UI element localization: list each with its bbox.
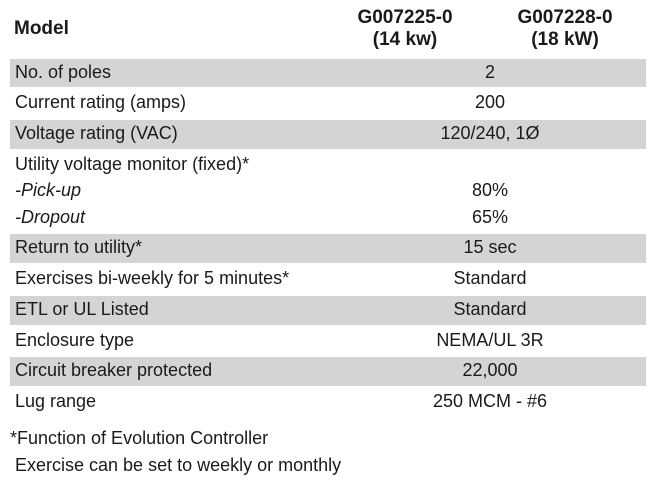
table-row-voltage: Voltage rating (VAC) 120/240, 1Ø: [10, 120, 646, 149]
row-value: 22,000: [462, 360, 518, 380]
model-rating: (14 kw): [372, 29, 438, 50]
table-header: Model G007225-0 (14 kw) G007228-0 (18 kW…: [0, 0, 654, 57]
table-row-dropout: -Dropout 65%: [10, 204, 646, 232]
row-label: Voltage rating (VAC): [15, 123, 178, 143]
model-column-18kw: G007228-0 (18 kW): [495, 7, 635, 51]
row-value: NEMA/UL 3R: [436, 330, 544, 350]
row-value: Standard: [453, 299, 527, 319]
table-row-voltage-monitor: Utility voltage monitor (fixed)*: [10, 151, 646, 179]
model-header: Model: [14, 18, 69, 39]
row-label: Exercises bi-weekly for 5 minutes*: [15, 268, 290, 288]
row-label: Circuit breaker protected: [15, 360, 213, 380]
row-label: No. of poles: [15, 62, 112, 82]
row-value: 2: [484, 62, 495, 82]
row-value: 80%: [471, 180, 509, 200]
table-row-listed: ETL or UL Listed Standard: [10, 296, 646, 325]
table-row-breaker: Circuit breaker protected 22,000: [10, 357, 646, 386]
row-label: Utility voltage monitor (fixed)*: [15, 154, 250, 174]
table-row-poles: No. of poles 2: [10, 59, 646, 87]
table-row-return: Return to utility* 15 sec: [10, 234, 646, 263]
table-row-pickup: -Pick-up 80%: [10, 177, 646, 205]
table-row-lug: Lug range 250 MCM - #6: [10, 388, 646, 416]
row-value: 250 MCM - #6: [432, 391, 548, 411]
footnote-exercise: Exercise can be set to weekly or monthly: [10, 455, 342, 475]
row-label: -Pick-up: [15, 180, 82, 200]
row-value: Standard: [453, 268, 527, 288]
row-label: Enclosure type: [15, 330, 135, 350]
row-value: 200: [474, 92, 506, 112]
model-number: G007225-0: [357, 7, 453, 28]
row-label: ETL or UL Listed: [15, 299, 149, 319]
row-label: Current rating (amps): [15, 92, 187, 112]
row-value: 120/240, 1Ø: [440, 123, 540, 143]
row-label: Return to utility*: [15, 237, 143, 257]
row-value: 15 sec: [463, 237, 517, 257]
row-label: Lug range: [15, 391, 97, 411]
table-row-current: Current rating (amps) 200: [10, 89, 646, 117]
row-value: 65%: [471, 207, 509, 227]
table-row-exercise: Exercises bi-weekly for 5 minutes* Stand…: [10, 265, 646, 293]
model-column-14kw: G007225-0 (14 kw): [335, 7, 475, 51]
model-rating: (18 kW): [531, 29, 599, 50]
footnote-controller: *Function of Evolution Controller: [10, 428, 269, 448]
row-label: -Dropout: [15, 207, 86, 227]
model-number: G007228-0: [517, 7, 613, 28]
table-row-enclosure: Enclosure type NEMA/UL 3R: [10, 327, 646, 355]
